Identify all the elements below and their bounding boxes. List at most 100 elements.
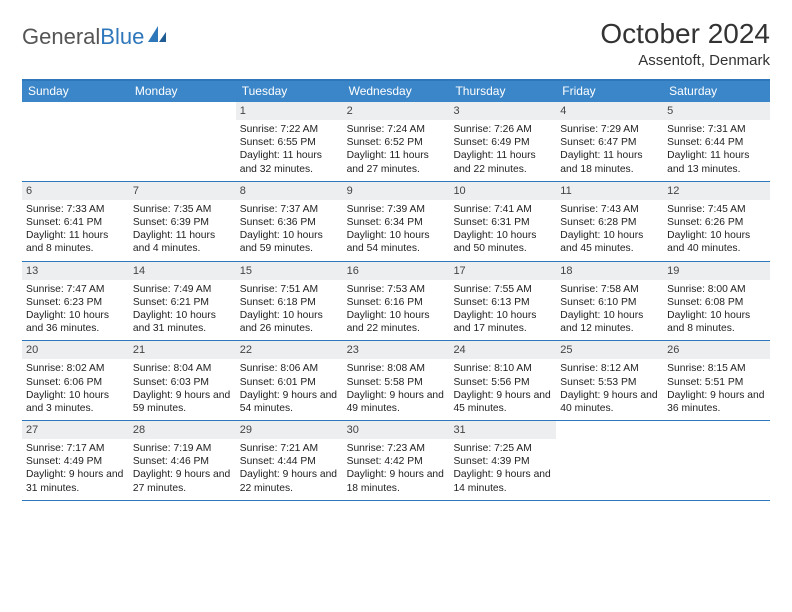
day-header-row: SundayMondayTuesdayWednesdayThursdayFrid…: [22, 81, 770, 102]
calendar-cell: 28Sunrise: 7:19 AMSunset: 4:46 PMDayligh…: [129, 421, 236, 500]
day-number: 12: [663, 182, 770, 200]
sunrise-text: Sunrise: 8:00 AM: [667, 283, 766, 296]
calendar-page: GeneralBlue October 2024 Assentoft, Denm…: [0, 0, 792, 511]
sunrise-text: Sunrise: 7:55 AM: [453, 283, 552, 296]
sunrise-text: Sunrise: 7:58 AM: [560, 283, 659, 296]
day-header: Saturday: [663, 81, 770, 102]
calendar-cell: [129, 102, 236, 181]
daylight-text: Daylight: 9 hours and 59 minutes.: [133, 389, 232, 415]
calendar-cell: 18Sunrise: 7:58 AMSunset: 6:10 PMDayligh…: [556, 262, 663, 341]
sunrise-text: Sunrise: 7:51 AM: [240, 283, 339, 296]
cell-body: Sunrise: 7:37 AMSunset: 6:36 PMDaylight:…: [236, 200, 343, 261]
calendar-cell: 3Sunrise: 7:26 AMSunset: 6:49 PMDaylight…: [449, 102, 556, 181]
cell-body: Sunrise: 7:22 AMSunset: 6:55 PMDaylight:…: [236, 120, 343, 181]
cell-body: Sunrise: 8:04 AMSunset: 6:03 PMDaylight:…: [129, 359, 236, 420]
calendar-cell: 15 Sunrise: 7:51 AMSunset: 6:18 PMDayligh…: [236, 262, 343, 341]
sunrise-text: Sunrise: 7:21 AM: [240, 442, 339, 455]
sunrise-text: Sunrise: 7:24 AM: [347, 123, 446, 136]
day-number: 23: [343, 341, 450, 359]
daylight-text: Daylight: 9 hours and 36 minutes.: [667, 389, 766, 415]
sunset-text: Sunset: 6:10 PM: [560, 296, 659, 309]
sunrise-text: Sunrise: 8:12 AM: [560, 362, 659, 375]
sunrise-text: Sunrise: 8:08 AM: [347, 362, 446, 375]
sunset-text: Sunset: 5:58 PM: [347, 376, 446, 389]
sunset-text: Sunset: 6:16 PM: [347, 296, 446, 309]
cell-body: Sunrise: 7:35 AMSunset: 6:39 PMDaylight:…: [129, 200, 236, 261]
day-number: 14: [129, 262, 236, 280]
day-number: 15: [236, 262, 343, 280]
cell-body: Sunrise: 8:10 AMSunset: 5:56 PMDaylight:…: [449, 359, 556, 420]
sunrise-text: Sunrise: 7:45 AM: [667, 203, 766, 216]
calendar-cell: 1Sunrise: 7:22 AMSunset: 6:55 PMDaylight…: [236, 102, 343, 181]
daylight-text: Daylight: 9 hours and 40 minutes.: [560, 389, 659, 415]
calendar-cell: 7Sunrise: 7:35 AMSunset: 6:39 PMDaylight…: [129, 182, 236, 261]
daylight-text: Daylight: 10 hours and 36 minutes.: [26, 309, 125, 335]
sunrise-text: Sunrise: 7:26 AM: [453, 123, 552, 136]
day-number: 9: [343, 182, 450, 200]
calendar-cell: 24Sunrise: 8:10 AMSunset: 5:56 PMDayligh…: [449, 341, 556, 420]
title-block: October 2024 Assentoft, Denmark: [600, 18, 770, 69]
daylight-text: Daylight: 10 hours and 40 minutes.: [667, 229, 766, 255]
week-row: 1Sunrise: 7:22 AMSunset: 6:55 PMDaylight…: [22, 102, 770, 182]
calendar-cell: 20Sunrise: 8:02 AMSunset: 6:06 PMDayligh…: [22, 341, 129, 420]
calendar-cell: 29Sunrise: 7:21 AMSunset: 4:44 PMDayligh…: [236, 421, 343, 500]
logo: GeneralBlue: [22, 18, 168, 50]
sunrise-text: Sunrise: 7:47 AM: [26, 283, 125, 296]
sunrise-text: Sunrise: 7:19 AM: [133, 442, 232, 455]
sunset-text: Sunset: 4:39 PM: [453, 455, 552, 468]
sunset-text: Sunset: 6:08 PM: [667, 296, 766, 309]
daylight-text: Daylight: 11 hours and 27 minutes.: [347, 149, 446, 175]
daylight-text: Daylight: 9 hours and 49 minutes.: [347, 389, 446, 415]
calendar-cell: 25Sunrise: 8:12 AMSunset: 5:53 PMDayligh…: [556, 341, 663, 420]
sunset-text: Sunset: 6:49 PM: [453, 136, 552, 149]
day-header: Tuesday: [236, 81, 343, 102]
day-number: 30: [343, 421, 450, 439]
calendar-cell: 30Sunrise: 7:23 AMSunset: 4:42 PMDayligh…: [343, 421, 450, 500]
day-number: 27: [22, 421, 129, 439]
cell-body: Sunrise: 7:23 AMSunset: 4:42 PMDaylight:…: [343, 439, 450, 500]
day-number: 29: [236, 421, 343, 439]
sunset-text: Sunset: 4:46 PM: [133, 455, 232, 468]
daylight-text: Daylight: 9 hours and 31 minutes.: [26, 468, 125, 494]
sunrise-text: Sunrise: 8:06 AM: [240, 362, 339, 375]
sunrise-text: Sunrise: 7:29 AM: [560, 123, 659, 136]
cell-body: Sunrise: 7:47 AMSunset: 6:23 PMDaylight:…: [22, 280, 129, 341]
week-row: 6Sunrise: 7:33 AMSunset: 6:41 PMDaylight…: [22, 182, 770, 262]
calendar-cell: 4Sunrise: 7:29 AMSunset: 6:47 PMDaylight…: [556, 102, 663, 181]
sunrise-text: Sunrise: 7:41 AM: [453, 203, 552, 216]
daylight-text: Daylight: 11 hours and 18 minutes.: [560, 149, 659, 175]
cell-body: Sunrise: 7:39 AMSunset: 6:34 PMDaylight:…: [343, 200, 450, 261]
daylight-text: Daylight: 10 hours and 26 minutes.: [240, 309, 339, 335]
sunset-text: Sunset: 6:26 PM: [667, 216, 766, 229]
day-number: 22: [236, 341, 343, 359]
cell-body: Sunrise: 8:08 AMSunset: 5:58 PMDaylight:…: [343, 359, 450, 420]
sunset-text: Sunset: 6:39 PM: [133, 216, 232, 229]
calendar-cell: 8Sunrise: 7:37 AMSunset: 6:36 PMDaylight…: [236, 182, 343, 261]
calendar-cell: 19Sunrise: 8:00 AMSunset: 6:08 PMDayligh…: [663, 262, 770, 341]
sunset-text: Sunset: 6:41 PM: [26, 216, 125, 229]
sunset-text: Sunset: 5:53 PM: [560, 376, 659, 389]
header: GeneralBlue October 2024 Assentoft, Denm…: [22, 18, 770, 69]
sunset-text: Sunset: 6:52 PM: [347, 136, 446, 149]
calendar-cell: 9Sunrise: 7:39 AMSunset: 6:34 PMDaylight…: [343, 182, 450, 261]
day-number: 2: [343, 102, 450, 120]
cell-body: Sunrise: 8:12 AMSunset: 5:53 PMDaylight:…: [556, 359, 663, 420]
cell-body: Sunrise: 7:26 AMSunset: 6:49 PMDaylight:…: [449, 120, 556, 181]
cell-body: Sunrise: 7:43 AMSunset: 6:28 PMDaylight:…: [556, 200, 663, 261]
calendar-cell: 17Sunrise: 7:55 AMSunset: 6:13 PMDayligh…: [449, 262, 556, 341]
calendar-cell: 2 Sunrise: 7:24 AMSunset: 6:52 PMDaylight…: [343, 102, 450, 181]
sunset-text: Sunset: 4:44 PM: [240, 455, 339, 468]
calendar-cell: [556, 421, 663, 500]
cell-body: Sunrise: 7:45 AMSunset: 6:26 PMDaylight:…: [663, 200, 770, 261]
day-header: Monday: [129, 81, 236, 102]
sunset-text: Sunset: 6:55 PM: [240, 136, 339, 149]
daylight-text: Daylight: 10 hours and 31 minutes.: [133, 309, 232, 335]
sunset-text: Sunset: 6:34 PM: [347, 216, 446, 229]
logo-sail-icon: [146, 24, 168, 50]
day-number: 31: [449, 421, 556, 439]
daylight-text: Daylight: 11 hours and 22 minutes.: [453, 149, 552, 175]
calendar-cell: 23Sunrise: 8:08 AMSunset: 5:58 PMDayligh…: [343, 341, 450, 420]
sunrise-text: Sunrise: 8:04 AM: [133, 362, 232, 375]
sunset-text: Sunset: 6:18 PM: [240, 296, 339, 309]
sunrise-text: Sunrise: 8:15 AM: [667, 362, 766, 375]
